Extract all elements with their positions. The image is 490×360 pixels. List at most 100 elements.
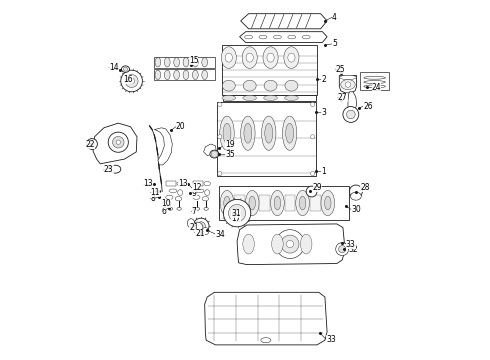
Ellipse shape	[285, 80, 298, 91]
Circle shape	[218, 171, 222, 176]
Ellipse shape	[244, 123, 252, 143]
Ellipse shape	[196, 207, 199, 210]
Ellipse shape	[178, 190, 183, 195]
Text: 19: 19	[225, 140, 235, 149]
Polygon shape	[205, 292, 327, 345]
Text: 33: 33	[326, 335, 336, 343]
Bar	[310, 195, 320, 211]
Ellipse shape	[193, 195, 200, 199]
Ellipse shape	[296, 190, 310, 216]
Ellipse shape	[242, 47, 257, 68]
Ellipse shape	[270, 190, 284, 216]
Ellipse shape	[220, 190, 234, 216]
Circle shape	[306, 186, 317, 197]
Ellipse shape	[282, 116, 297, 150]
Text: 25: 25	[336, 65, 345, 74]
Circle shape	[129, 78, 134, 84]
Ellipse shape	[193, 70, 198, 80]
Polygon shape	[240, 32, 327, 42]
Circle shape	[113, 136, 124, 148]
Ellipse shape	[220, 116, 234, 150]
Ellipse shape	[350, 192, 361, 200]
Ellipse shape	[259, 35, 267, 39]
Ellipse shape	[321, 190, 335, 216]
Ellipse shape	[196, 189, 204, 193]
Circle shape	[286, 240, 294, 248]
Ellipse shape	[177, 207, 181, 210]
Text: 31: 31	[231, 209, 241, 217]
Polygon shape	[154, 128, 172, 165]
Circle shape	[346, 110, 355, 119]
Text: 23: 23	[104, 166, 114, 175]
Ellipse shape	[286, 123, 294, 143]
Text: 12: 12	[192, 184, 201, 193]
Ellipse shape	[223, 123, 231, 143]
Ellipse shape	[273, 35, 281, 39]
Text: 20: 20	[176, 122, 186, 131]
Ellipse shape	[169, 207, 172, 210]
Text: 27: 27	[338, 93, 347, 102]
Circle shape	[311, 171, 315, 176]
Text: 3: 3	[321, 108, 326, 117]
Circle shape	[311, 135, 315, 139]
Ellipse shape	[340, 75, 356, 80]
Text: 22: 22	[86, 140, 96, 149]
Circle shape	[218, 102, 222, 107]
Ellipse shape	[267, 53, 274, 62]
Ellipse shape	[183, 58, 189, 67]
Ellipse shape	[221, 47, 236, 68]
Ellipse shape	[364, 81, 386, 84]
Bar	[219, 186, 349, 220]
Ellipse shape	[177, 181, 183, 186]
Ellipse shape	[205, 190, 210, 195]
Ellipse shape	[264, 80, 277, 91]
Bar	[221, 45, 317, 95]
Ellipse shape	[164, 70, 170, 80]
Ellipse shape	[202, 70, 208, 80]
Ellipse shape	[174, 58, 179, 67]
Ellipse shape	[274, 196, 281, 210]
Circle shape	[281, 235, 299, 253]
Text: 21: 21	[189, 223, 199, 232]
Text: 4: 4	[332, 13, 337, 22]
Circle shape	[197, 222, 205, 230]
Polygon shape	[154, 69, 216, 80]
Text: 18: 18	[196, 229, 205, 238]
Ellipse shape	[155, 58, 161, 67]
Circle shape	[121, 70, 143, 92]
Ellipse shape	[243, 95, 257, 100]
Ellipse shape	[202, 58, 208, 67]
Ellipse shape	[241, 116, 255, 150]
Bar	[222, 95, 316, 101]
Ellipse shape	[243, 234, 254, 254]
Ellipse shape	[187, 219, 195, 228]
Circle shape	[211, 151, 218, 157]
Bar	[166, 181, 175, 186]
Ellipse shape	[264, 95, 277, 100]
Ellipse shape	[324, 196, 331, 210]
Ellipse shape	[122, 66, 129, 72]
Ellipse shape	[249, 196, 255, 210]
Ellipse shape	[110, 165, 121, 173]
Ellipse shape	[155, 70, 161, 80]
Circle shape	[108, 132, 128, 152]
Text: 28: 28	[360, 184, 369, 193]
Ellipse shape	[271, 234, 283, 254]
Circle shape	[123, 67, 127, 71]
Ellipse shape	[263, 47, 278, 68]
Text: 5: 5	[332, 40, 337, 49]
Circle shape	[125, 75, 138, 87]
Text: 9: 9	[192, 189, 196, 198]
Text: 30: 30	[351, 205, 361, 214]
Circle shape	[233, 210, 241, 217]
Ellipse shape	[299, 196, 306, 210]
Text: 32: 32	[349, 245, 358, 253]
Ellipse shape	[246, 53, 253, 62]
Ellipse shape	[284, 47, 299, 68]
Circle shape	[228, 204, 245, 222]
Bar	[193, 181, 202, 186]
Ellipse shape	[202, 197, 209, 201]
Ellipse shape	[183, 70, 189, 80]
Ellipse shape	[169, 189, 177, 193]
Text: 13: 13	[178, 179, 188, 188]
